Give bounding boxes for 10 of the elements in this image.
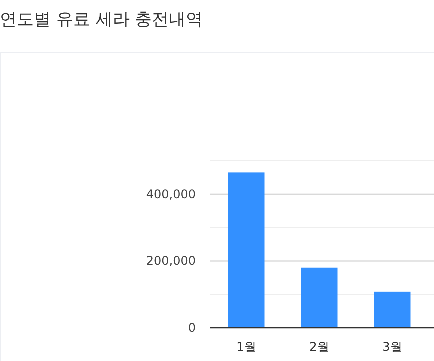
x-tick-label: 3월 [382, 340, 402, 354]
chart-title: 연도별 유료 세라 충전내역 [0, 10, 204, 30]
x-tick-label: 2월 [310, 340, 330, 354]
bar [301, 268, 338, 328]
bar [374, 292, 411, 328]
x-tick-label: 1월 [236, 340, 256, 354]
y-tick-label: 400,000 [146, 187, 196, 202]
y-tick-label: 0 [188, 321, 196, 335]
y-tick-label: 200,000 [146, 254, 196, 268]
bar [228, 172, 265, 328]
